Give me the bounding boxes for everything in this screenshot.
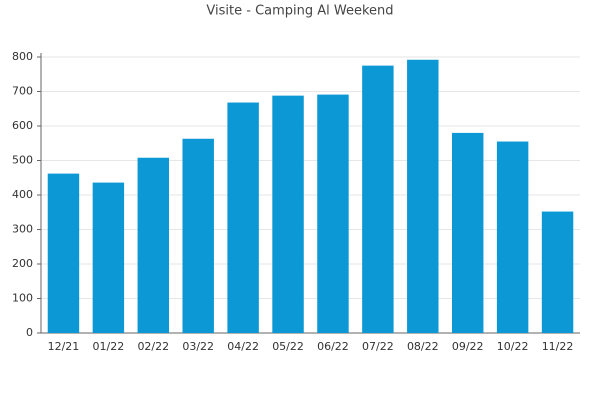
y-tick-label: 300: [12, 223, 33, 236]
y-tick-label: 600: [12, 119, 33, 132]
bar: [407, 59, 439, 333]
x-tick-label: 11/22: [542, 340, 574, 353]
bar: [227, 102, 259, 333]
bar: [541, 211, 574, 333]
y-tick-label: 700: [12, 85, 33, 98]
y-tick-label: 0: [26, 326, 33, 339]
y-tick-label: 400: [12, 188, 33, 201]
bar: [92, 182, 125, 333]
x-tick-label: 12/21: [48, 340, 80, 353]
bar: [362, 65, 394, 333]
x-tick-label: 02/22: [137, 340, 169, 353]
x-tick-label: 10/22: [497, 340, 529, 353]
x-tick-label: 01/22: [93, 340, 125, 353]
y-tick-label: 200: [12, 257, 33, 270]
y-tick-label: 500: [12, 154, 33, 167]
x-tick-label: 06/22: [317, 340, 349, 353]
bar: [496, 141, 529, 333]
x-tick-label: 05/22: [272, 340, 304, 353]
chart-title: Visite - Camping Al Weekend: [206, 4, 393, 19]
bar: [47, 173, 80, 333]
x-tick-label: 08/22: [407, 340, 439, 353]
y-tick-label: 100: [12, 292, 33, 305]
bar: [272, 95, 304, 333]
x-tick-label: 09/22: [452, 340, 484, 353]
bar: [317, 94, 349, 333]
bar: [182, 138, 214, 333]
x-tick-label: 03/22: [182, 340, 214, 353]
x-tick-label: 04/22: [227, 340, 259, 353]
y-tick-label: 800: [12, 50, 33, 63]
bar: [451, 132, 484, 333]
bar: [137, 157, 170, 333]
x-tick-label: 07/22: [362, 340, 394, 353]
